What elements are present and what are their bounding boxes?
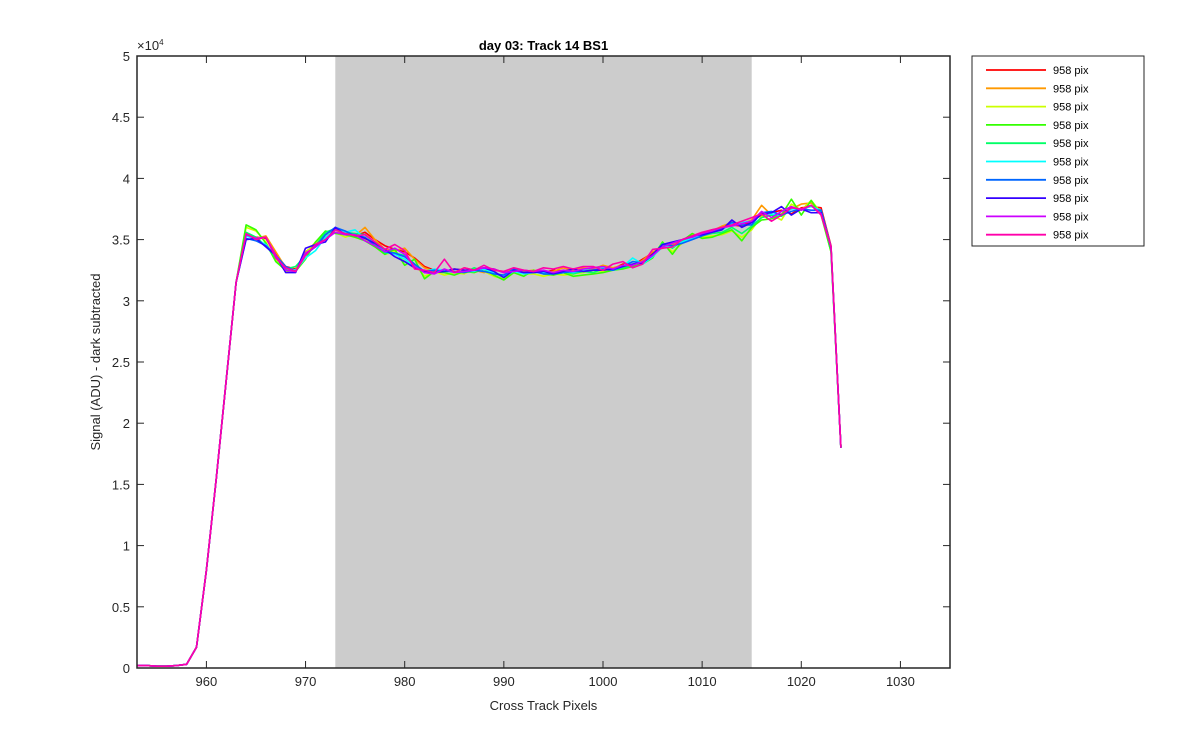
y-tick-label: 3.5 [112,233,130,248]
y-axis-label: Signal (ADU) - dark subtracted [88,273,103,450]
y-tick-label: 2.5 [112,355,130,370]
y-axis-ticks: 0 0.5 1 1.5 2 2.5 3 3.5 4 4.5 5 [112,49,950,676]
y-tick-label: 0 [123,661,130,676]
legend-label: 958 pix [1053,120,1089,132]
x-tick-label: 1010 [688,674,717,689]
legend-label: 958 pix [1053,65,1089,77]
plot-area: 960 970 980 990 1000 1010 1020 1030 0 0.5 1 1.5 2 2.… [112,49,951,689]
legend-label: 958 pix [1053,230,1089,242]
x-tick-label: 970 [295,674,317,689]
y-tick-label: 1 [123,539,130,554]
legend-label: 958 pix [1053,211,1089,223]
legend-label: 958 pix [1053,102,1089,114]
x-axis-label: Cross Track Pixels [490,698,598,713]
legend-label: 958 pix [1053,83,1089,95]
y-axis-exponent-base: ×10 [137,38,159,53]
series-line-3 [137,199,842,668]
shaded-region [335,56,752,668]
x-tick-label: 1030 [886,674,915,689]
legend-label: 958 pix [1053,193,1089,205]
x-tick-label: 1000 [589,674,618,689]
y-tick-label: 3 [123,294,130,309]
y-tick-label: 4.5 [112,110,130,125]
y-tick-label: 0.5 [112,600,130,615]
legend-label: 958 pix [1053,175,1089,187]
y-tick-label: 1.5 [112,477,130,492]
x-axis-ticks: 960 970 980 990 1000 1010 1020 1030 [196,56,915,689]
x-tick-label: 990 [493,674,515,689]
series-lines [137,198,842,668]
legend: 958 pix 958 pix 958 pix 958 pix 958 pix 958 p… [971,55,1145,247]
y-axis-exponent-power: 4 [159,38,164,47]
chart-title: day 03: Track 14 BS1 [479,38,608,53]
y-tick-label: 5 [123,49,130,64]
x-tick-label: 960 [196,674,218,689]
legend-label: 958 pix [1053,138,1089,150]
y-tick-label: 4 [123,171,130,186]
x-tick-label: 1020 [787,674,816,689]
x-tick-label: 980 [394,674,416,689]
series-line-10 [137,204,842,668]
y-axis-exponent: ×104 [137,38,164,53]
legend-label: 958 pix [1053,157,1089,169]
y-tick-label: 2 [123,416,130,431]
